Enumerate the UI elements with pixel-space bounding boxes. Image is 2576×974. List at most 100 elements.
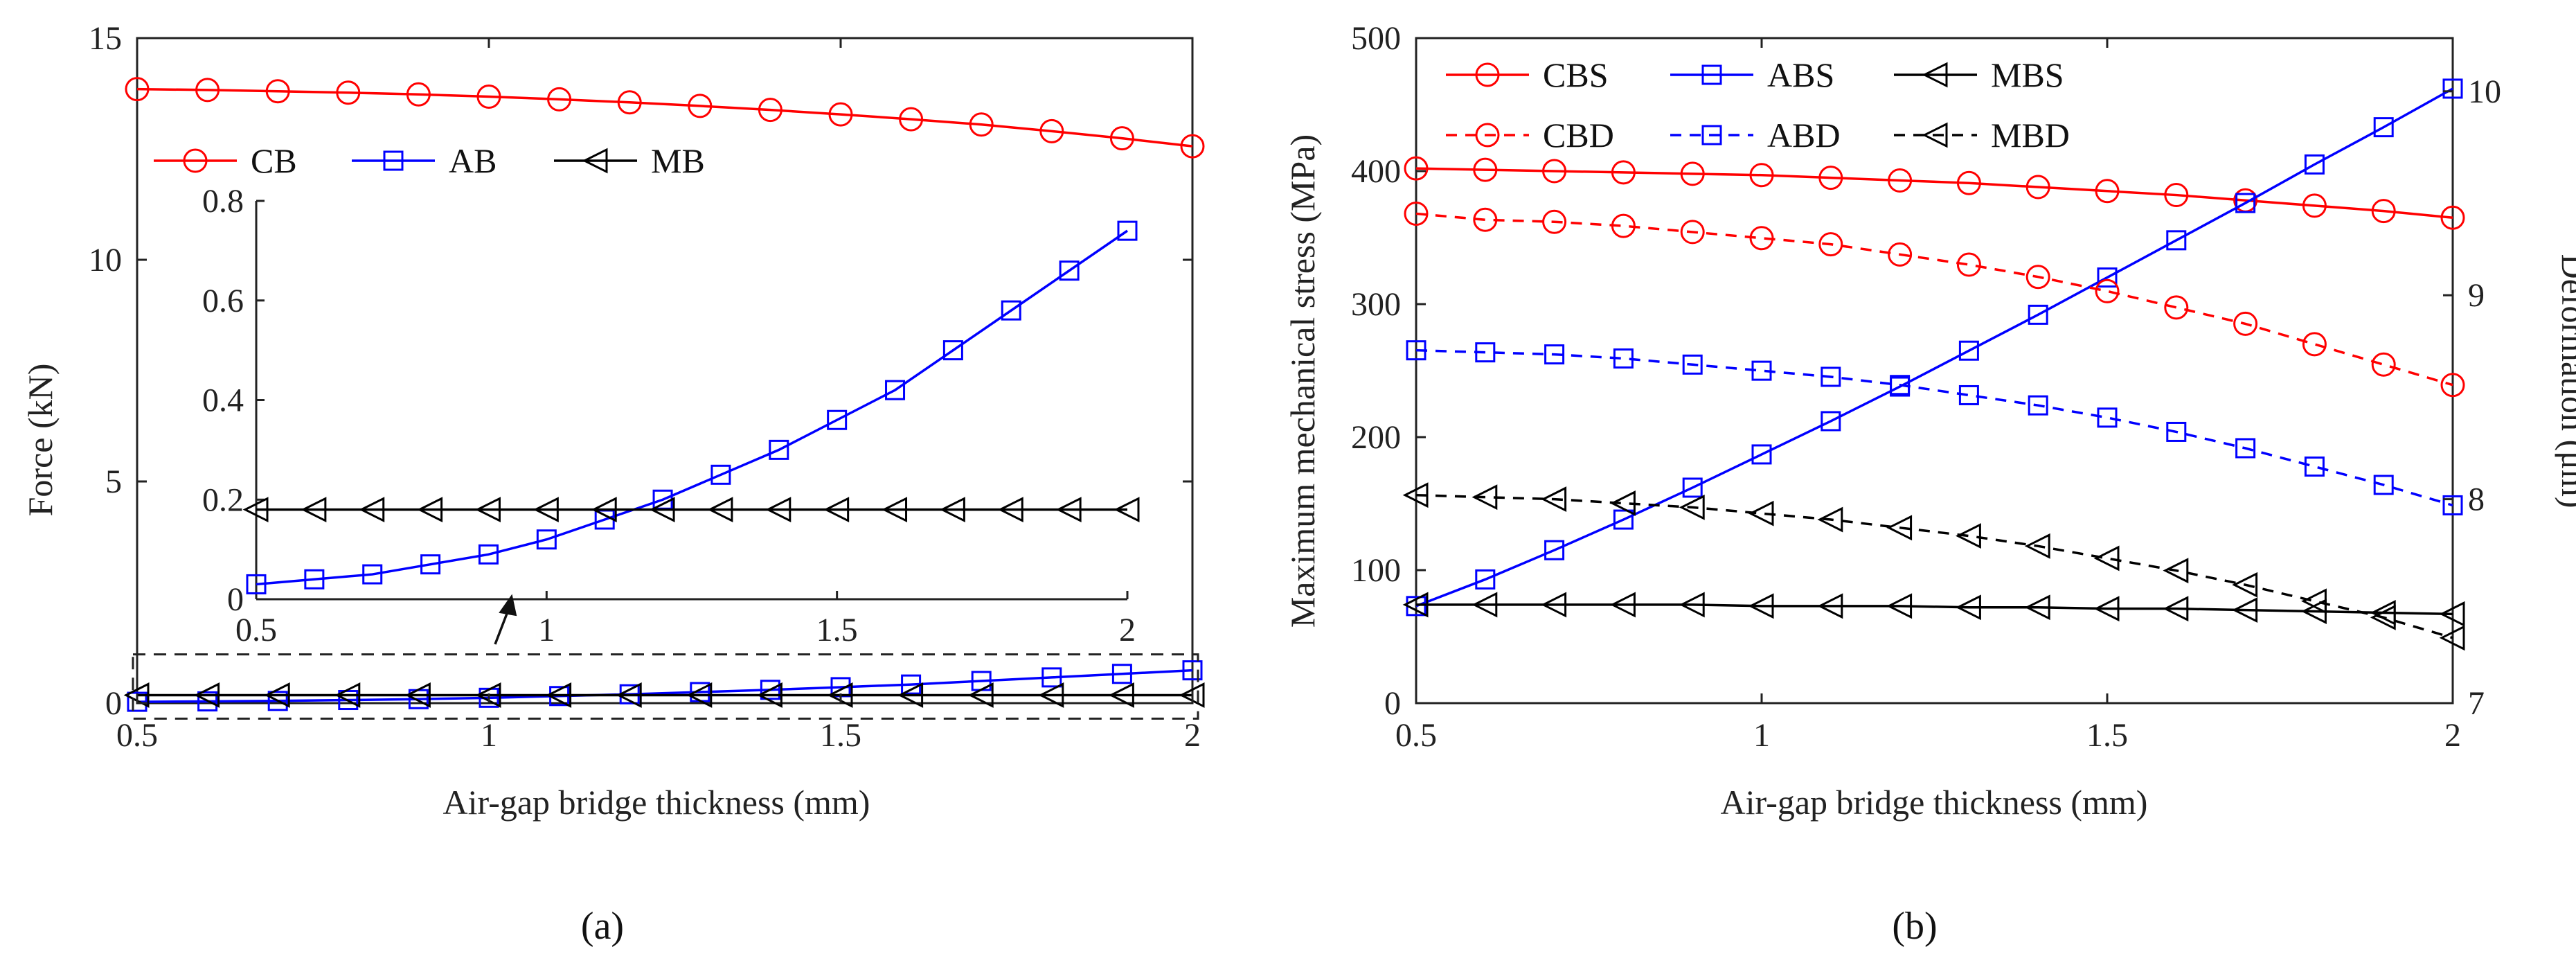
- chart-a-series-ab-line: [136, 668, 1193, 703]
- chart-a-legend-cb-marker: [183, 148, 208, 173]
- chart-a-inset-y-tick-label-3: 0.6: [202, 283, 244, 319]
- chart-b-x-axis-label: Air-gap bridge thickness (mm): [1721, 783, 2148, 822]
- chart-b-series-mbd-point-4: [1679, 494, 1705, 520]
- chart-a-series-mb-point-3: [334, 682, 361, 708]
- chart-a-series-cb-point-2: [265, 79, 290, 104]
- chart-b-series-abs-point-1: [1475, 569, 1496, 590]
- chart-b-series-mbs-point-6: [1817, 593, 1843, 619]
- chart-a-inset-series-mb-point-9: [765, 497, 791, 523]
- chart-a-inset-series-ab-point-2: [362, 564, 383, 585]
- chart-a-x-tick-label-0: 0.5: [116, 717, 158, 754]
- chart-b-series-mbs-point-3: [1610, 592, 1636, 618]
- chart-b-y-tick-label-1: 100: [1351, 552, 1401, 589]
- chart-b-series-abs-point-11: [2166, 230, 2187, 251]
- chart-b-series-abd-point-15: [2442, 495, 2463, 515]
- chart-b-series-mbd-point-9: [2024, 533, 2050, 559]
- chart-a-inset-series-ab-point-5: [536, 529, 557, 550]
- chart-b-series-cbd-point-1: [1473, 207, 1498, 232]
- chart-b-ticks: 0.5 1 1.5 2 0 100 200 300 400 500 7 8 9 10: [1351, 20, 2501, 754]
- chart-a-inset-series-ab-point-4: [478, 544, 499, 565]
- chart-b-series-mbd-point-8: [1956, 523, 1981, 549]
- chart-b-y-tick-label-0: 0: [1384, 685, 1401, 722]
- chart-b-x-tick-label-0: 0.5: [1395, 717, 1437, 754]
- chart-a-inset-x-tick-label-3: 2: [1119, 612, 1136, 648]
- chart-a-series-cb-point-7: [617, 90, 642, 115]
- chart-b-series-mbd-point-2: [1541, 486, 1567, 513]
- chart-b-series-mbd-point-0: [1402, 482, 1429, 508]
- chart-b-series-cbd-point-10: [2095, 278, 2120, 303]
- chart-a-zoom-box: [132, 653, 1199, 720]
- chart-b-series-mbs-point-12: [2232, 597, 2258, 623]
- chart-a-inset-series-ab-point-14: [1059, 260, 1080, 281]
- chart-b-series-cbd-point-5: [1749, 226, 1774, 251]
- chart-b-series-mbs-point-1: [1472, 592, 1498, 618]
- chart-a-series-cb-point-12: [969, 112, 994, 137]
- chart-b-series-abs-point-15: [2442, 78, 2463, 99]
- chart-b-y-tick-label-3: 300: [1351, 286, 1401, 323]
- chart-b-series-cbs-point-7: [1888, 168, 1913, 193]
- chart-a-inset-series-mb-point-11: [882, 497, 908, 523]
- chart-a-inset-series-mb-point-14: [1055, 497, 1082, 523]
- chart-a-inset-arrow-head: [499, 594, 517, 617]
- chart-a-inset-series-mb-point-2: [359, 497, 385, 523]
- chart-a-legend-mb-marker: [582, 148, 608, 174]
- chart-a-series-ab-point-1: [197, 691, 218, 711]
- chart-b-series-cbs-point-14: [2371, 199, 2396, 224]
- chart-a-inset-series-mb-point-12: [940, 497, 965, 523]
- chart-b-series-abd-point-13: [2304, 456, 2325, 477]
- chart-b-series-mbs-point-9: [2024, 594, 2050, 621]
- chart-b-series-abs-point-12: [2235, 193, 2256, 213]
- chart-b-legend-abs-label: ABS: [1767, 55, 1834, 94]
- chart-a-series-ab-point-14: [1111, 664, 1132, 684]
- chart-b-y-tick-label-2: 200: [1351, 419, 1401, 456]
- chart-b-plot-area: [1415, 37, 2454, 705]
- chart-b-legend-mbs-label: MBS: [1991, 55, 2064, 94]
- chart-a-legend-ab-label: AB: [449, 141, 497, 180]
- chart-b-series-mbd-point-10: [2093, 545, 2120, 572]
- chart-b-panel-label: (b): [1892, 905, 1937, 948]
- chart-b-series-abd-point-4: [1682, 354, 1703, 375]
- chart-a-series-mb-point-13: [1038, 682, 1064, 708]
- chart-a-legend-mb-label: MB: [651, 141, 705, 180]
- chart-a-series-mb-point-6: [546, 682, 572, 708]
- chart-a-panel-label: (a): [581, 905, 624, 948]
- chart-a-inset-y-tick-label-4: 0.8: [202, 183, 244, 220]
- chart-a-series-ab-point-15: [1182, 660, 1203, 681]
- chart-b-series-abd-point-12: [2235, 438, 2256, 459]
- chart-b-series-abs-point-8: [1958, 340, 1979, 361]
- chart-a-inset-series-ab-line: [256, 229, 1128, 586]
- chart-a-inset-series-ab-point-1: [304, 569, 325, 590]
- chart-a-series-mb-point-8: [686, 682, 713, 708]
- chart-a-series-mb-point-9: [757, 682, 782, 708]
- chart-b-legend-abd-label: ABD: [1767, 116, 1841, 154]
- chart-b-legend-cbs-label: CBS: [1543, 55, 1609, 94]
- chart-a-inset-series-mb-point-4: [475, 497, 501, 523]
- chart-b-series-cbd-point-11: [2164, 295, 2189, 320]
- chart-a-inset-series-mb-point-0: [242, 497, 269, 523]
- chart-a-inset-series-mb-point-5: [533, 497, 559, 523]
- chart-a-series-cb-point-14: [1109, 126, 1134, 151]
- chart-b-right-axis-label: Deformation (μm): [2555, 254, 2576, 508]
- chart-b-series-abs-point-10: [2097, 267, 2118, 288]
- chart-a-series-mb-point-12: [967, 682, 994, 708]
- chart-b-series-mbd-point-6: [1817, 506, 1843, 533]
- chart-b-series-mbs-point-2: [1541, 592, 1567, 618]
- chart-b-series-cbs-line: [1415, 167, 2453, 219]
- chart-a-y-tick-label-1: 5: [105, 463, 122, 500]
- chart-a-x-tick-label-1: 1: [481, 717, 497, 754]
- chart-b-legend-mbd-label: MBD: [1991, 116, 2070, 154]
- chart-a-series-cb-point-10: [828, 102, 853, 127]
- chart-b-series-cbs-point-5: [1749, 163, 1774, 188]
- chart-a-series-cb-point-11: [899, 107, 924, 132]
- chart-a-series-mb-point-4: [405, 682, 431, 708]
- chart-b-series-cbs-point-4: [1680, 161, 1705, 186]
- chart-b-series-mbd-point-14: [2370, 604, 2396, 630]
- chart-b-series-cbs-point-2: [1542, 159, 1567, 184]
- chart-a-series-cb-point-15: [1180, 134, 1205, 159]
- chart-b-series-mbd-point-12: [2232, 572, 2258, 598]
- chart-a-legend-cb-label: CB: [251, 141, 297, 180]
- chart-b-series-cbd-point-0: [1404, 201, 1429, 226]
- chart-b-right-tick-label-3: 10: [2468, 73, 2501, 110]
